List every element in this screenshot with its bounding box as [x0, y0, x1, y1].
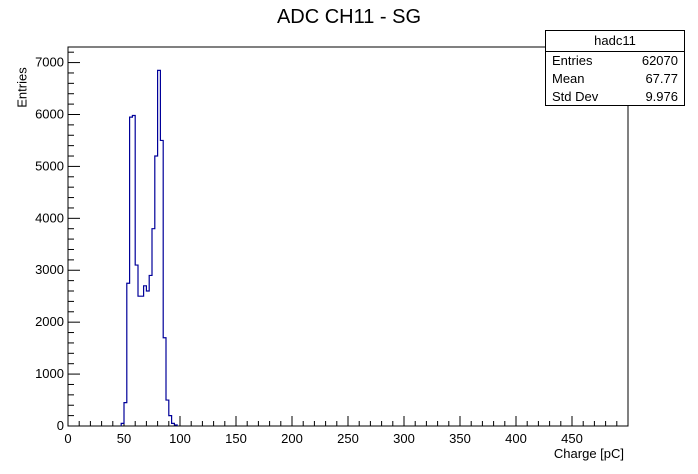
- histogram-bin: [169, 416, 172, 426]
- histogram-outline: [120, 69, 178, 426]
- x-tick-label: 250: [337, 431, 359, 446]
- histogram-bin: [163, 338, 166, 426]
- tick-labels: 0 50 100 150 200 250 300 350 400 450 0 1000 2000 3000…: [35, 55, 583, 446]
- histogram-bin: [146, 291, 149, 426]
- histogram-bin: [127, 283, 130, 426]
- x-axis-label: Charge [pC]: [553, 446, 624, 461]
- x-tick-label: 400: [505, 431, 527, 446]
- histogram-bin: [174, 425, 177, 426]
- stats-mean-row: Mean 67.77: [546, 70, 684, 88]
- stats-mean-value: 67.77: [645, 71, 678, 86]
- y-tick-label: 3000: [35, 262, 64, 277]
- histogram-bin: [121, 423, 124, 426]
- histogram-bin: [138, 296, 141, 426]
- histogram-bin: [132, 116, 135, 426]
- stats-std-row: Std Dev 9.976: [546, 88, 684, 106]
- histogram-bin: [160, 140, 163, 426]
- x-tick-label: 300: [393, 431, 415, 446]
- axes: [67, 46, 629, 427]
- x-tick-label: 450: [561, 431, 583, 446]
- histogram-bin: [141, 296, 144, 426]
- histogram-bin: [149, 275, 152, 426]
- stats-entries-value: 62070: [641, 53, 678, 68]
- x-tick-label: 150: [225, 431, 247, 446]
- histogram-bin: [152, 229, 155, 426]
- histogram-bin: [158, 70, 161, 426]
- y-tick-label: 5000: [35, 158, 64, 173]
- stats-histogram-name: hadc11: [546, 31, 684, 52]
- stats-mean-label: Mean: [552, 71, 585, 86]
- x-tick-label: 0: [64, 431, 71, 446]
- stats-std-value: 9.976: [645, 89, 678, 104]
- y-tick-label: 0: [57, 418, 64, 433]
- chart-title: ADC CH11 - SG: [276, 6, 422, 28]
- x-tick-label: 350: [449, 431, 471, 446]
- stats-std-label: Std Dev: [552, 89, 599, 104]
- histogram-bin: [124, 403, 127, 426]
- x-tick-label: 200: [281, 431, 303, 446]
- y-axis-label: Entries: [14, 67, 30, 108]
- histogram-bin: [130, 117, 133, 426]
- y-tick-label: 1000: [35, 366, 64, 381]
- histogram-bin: [144, 286, 147, 426]
- histogram-series: [120, 69, 178, 426]
- x-tick-label: 100: [169, 431, 191, 446]
- y-tick-label: 4000: [35, 210, 64, 225]
- y-tick-label: 2000: [35, 314, 64, 329]
- y-tick-label: 6000: [35, 106, 64, 121]
- stats-entries-label: Entries: [552, 53, 593, 68]
- stats-entries-row: Entries 62070: [546, 52, 684, 70]
- stats-box: hadc11 Entries 62070 Mean 67.77 Std Dev …: [545, 30, 685, 106]
- histogram-bin: [155, 156, 158, 426]
- x-tick-label: 50: [117, 431, 131, 446]
- y-tick-label: 7000: [35, 55, 64, 70]
- histogram-bin: [172, 423, 175, 426]
- histogram-bin: [135, 265, 138, 426]
- histogram-bin: [166, 400, 169, 426]
